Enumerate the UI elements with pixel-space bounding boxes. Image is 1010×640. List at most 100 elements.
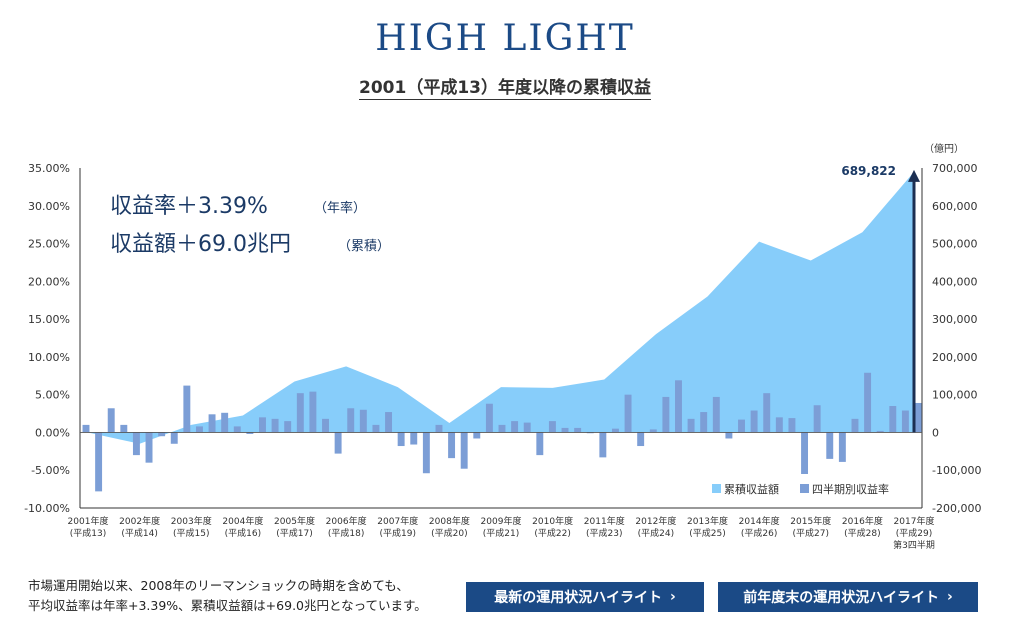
x-category-year: 2004年度 (222, 515, 263, 527)
quarterly-return-bar (725, 432, 733, 439)
left-axis-tick-label: 10.00% (28, 351, 70, 364)
quarterly-return-bar (170, 432, 178, 444)
right-axis-tick-label: -200,000 (932, 502, 981, 515)
quarterly-return-bar (132, 432, 140, 456)
quarterly-return-bar (233, 426, 241, 433)
latest-highlight-button[interactable]: 最新の運用状況ハイライト › (466, 582, 704, 612)
x-category-era: (平成27) (793, 527, 829, 539)
x-category-era: (平成17) (276, 527, 312, 539)
left-axis-tick-label: -10.00% (24, 502, 70, 515)
right-axis-tick-label: 0 (932, 426, 939, 439)
footer-note-line1: 市場運用開始以来、2008年のリーマンショックの時期を含めても、 (28, 578, 409, 593)
x-category-year: 2012年度 (635, 515, 676, 527)
right-axis-tick-label: 400,000 (932, 275, 978, 288)
quarterly-return-bar (889, 406, 897, 433)
quarterly-return-bar (485, 403, 493, 433)
page-title: HIGH LIGHT (375, 18, 635, 59)
left-axis-tick-label: 25.00% (28, 238, 70, 251)
left-axis-tick-label: 5.00% (35, 389, 70, 402)
quarterly-return-bar (422, 432, 430, 474)
x-category-era: (平成23) (586, 527, 622, 539)
annotation-return-rate-sub: （年率） (314, 200, 366, 216)
x-category-year: 2011年度 (584, 515, 625, 527)
right-axis-unit: （億円） (924, 142, 964, 155)
quarterly-return-bar (334, 432, 342, 454)
quarterly-return-bar (296, 393, 304, 433)
right-axis-tick-label: 500,000 (932, 238, 978, 251)
quarterly-return-bar (914, 402, 922, 433)
left-axis-tick-label: 35.00% (28, 162, 70, 175)
left-axis-tick-label: 30.00% (28, 200, 70, 213)
right-axis-tick-label: 200,000 (932, 351, 978, 364)
quarterly-return-bar (95, 432, 103, 492)
latest-highlight-label: 最新の運用状況ハイライト (494, 590, 662, 606)
quarterly-return-bar (322, 418, 329, 433)
quarterly-return-bar (813, 405, 821, 433)
x-category-year: 2016年度 (842, 515, 883, 527)
x-category-era: (平成13) (70, 527, 106, 539)
x-category-era: (平成21) (483, 527, 519, 539)
annotation-return-amount-sub: （累積） (338, 239, 390, 254)
x-category-year: 2017年度 (894, 515, 935, 527)
previous-year-highlight-button[interactable]: 前年度末の運用状況ハイライト › (718, 582, 978, 612)
left-axis-tick-label: 15.00% (28, 313, 70, 326)
quarterly-return-bar (574, 427, 582, 433)
x-category-era: (平成22) (534, 527, 570, 539)
legend-area-swatch (712, 484, 721, 493)
x-category-year: 2006年度 (326, 515, 367, 527)
x-category-year: 2010年度 (532, 515, 573, 527)
quarterly-return-bar (359, 409, 367, 433)
quarterly-return-bar (851, 418, 859, 433)
right-axis-tick-label: 700,000 (932, 162, 978, 175)
quarterly-return-bar (498, 424, 506, 433)
x-category-era: (平成25) (689, 527, 725, 539)
quarterly-return-bar (309, 391, 317, 433)
peak-value-label: 689,822 (841, 164, 896, 178)
quarterly-return-bar (687, 418, 695, 433)
quarterly-return-bar (82, 424, 90, 433)
annotation-return-amount: 収益額＋69.0兆円 (110, 232, 291, 257)
x-category-era: (平成18) (328, 527, 364, 539)
x-category-era: (平成29) (896, 527, 932, 539)
x-category-year: 2002年度 (119, 515, 160, 527)
quarterly-return-bar (284, 421, 292, 433)
quarterly-return-bar (801, 432, 809, 474)
quarterly-return-bar (649, 429, 657, 433)
quarterly-return-bar (675, 380, 682, 433)
quarterly-return-bar (158, 432, 166, 437)
x-category-era: (平成19) (380, 527, 416, 539)
quarterly-return-bar (712, 396, 720, 433)
x-category-era: (平成20) (431, 527, 467, 539)
quarterly-return-bar (107, 408, 115, 433)
quarterly-return-bar (826, 432, 834, 459)
legend-bar-label: 四半期別収益率 (812, 482, 889, 496)
quarterly-return-bar (763, 393, 771, 433)
quarterly-return-bar (435, 424, 443, 433)
quarterly-return-bar (775, 417, 783, 433)
footer-note-line2: 平均収益率は年率+3.39%、累積収益額は+69.0兆円となっています。 (28, 598, 427, 613)
x-category-era: (平成16) (225, 527, 261, 539)
legend-area-label: 累積収益額 (724, 482, 779, 496)
x-category-era: (平成26) (741, 527, 777, 539)
quarterly-return-bar (738, 419, 745, 433)
x-category-year: 2003年度 (171, 515, 212, 527)
x-category-year: 2013年度 (687, 515, 728, 527)
x-category-year: 2001年度 (68, 515, 109, 527)
quarterly-return-bar (397, 432, 405, 447)
legend-bar-swatch (800, 484, 809, 493)
quarterly-return-bar (548, 421, 556, 433)
x-category-extra: 第3四半期 (893, 539, 935, 551)
x-category-year: 2007年度 (377, 515, 418, 527)
quarterly-return-bar (460, 432, 468, 469)
left-axis-tick-label: 20.00% (28, 275, 70, 288)
quarterly-return-bar (611, 428, 619, 433)
x-category-year: 2005年度 (274, 515, 315, 527)
quarterly-return-bar (448, 432, 456, 459)
quarterly-return-bar (788, 418, 796, 433)
quarterly-return-bar (145, 432, 153, 463)
quarterly-return-bar (536, 432, 544, 456)
right-axis-tick-label: -100,000 (932, 464, 981, 477)
quarterly-return-bar (372, 424, 380, 433)
right-axis-tick-label: 300,000 (932, 313, 978, 326)
